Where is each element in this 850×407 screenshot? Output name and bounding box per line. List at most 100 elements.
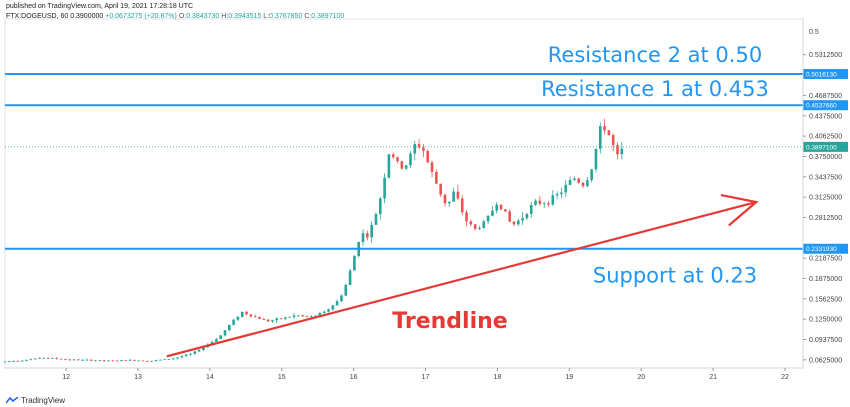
candle-body [184,354,188,357]
candle-body [581,182,585,187]
candle-body [29,359,33,361]
candle-body [245,311,248,315]
candle-body [46,357,50,359]
candle-body [374,214,378,225]
x-tick-label: 17 [422,374,430,381]
y-tick-label: 0.2187500 [809,256,842,263]
x-tick-label: 22 [781,374,789,381]
candle-body [81,359,84,361]
candle-body [292,315,296,317]
candle-body [383,177,386,199]
candle-body [167,358,171,360]
trendline-group [166,193,759,358]
candle-body [42,357,46,359]
trendline-arrowhead [720,193,759,227]
candle-body [102,360,106,362]
candle-body [370,224,373,238]
candle-body [163,359,166,360]
level-label: Resistance 1 at 0.453 [541,77,769,101]
candle-body [564,184,568,193]
candle-body [98,360,102,362]
y-tick-label-top: 0.5 [809,29,819,36]
y-tick-label: 0.4375000 [809,113,842,120]
y-tick-label: 0.5312500 [809,52,842,59]
candle-body [430,162,434,172]
candle-body [404,165,408,169]
candle-body [447,201,451,204]
close-label: C: [304,13,312,20]
brand-name: TradingView [21,396,66,405]
candle-body [305,315,309,317]
candle-body [486,215,490,222]
candle-body [85,359,89,361]
candle-body [499,204,503,210]
candle-body [586,180,589,187]
y-tick-label: 0.2812500 [809,215,842,222]
candle-body [611,135,615,146]
candle-body [215,339,218,342]
candle-body [322,311,326,314]
candle-body [266,319,270,322]
candle-body [534,200,537,205]
candle-body [189,353,192,355]
level-label: Resistance 2 at 0.50 [548,43,762,67]
low-label: L: [263,13,270,20]
candle-body [314,315,317,317]
candle-body [538,200,542,204]
candle-body [68,359,72,361]
candle-body [469,221,473,225]
x-tick-label: 18 [494,374,502,381]
candle-body [309,316,313,318]
candle-body [16,360,20,362]
candle-body [297,315,300,317]
level-badge [803,69,848,80]
footer-brand[interactable]: TradingView [5,396,66,405]
candle-body [568,180,572,185]
candle-body [504,209,507,212]
level-badge [803,100,848,111]
candle-body [387,154,391,178]
candle-body [478,227,481,229]
candle-body [551,195,555,205]
y-tick-label: 0.3125000 [809,195,842,202]
candle-body [391,154,395,158]
y-tick-label: 0.4062500 [809,134,842,141]
candle-body [107,360,110,362]
candle-body [94,360,97,362]
candle-body [443,194,447,204]
candle-body [607,130,611,136]
candle-body [473,224,477,229]
candle-body [439,183,442,195]
candle-body [331,305,335,310]
candle-body [460,198,464,213]
candle-body [465,212,468,222]
candle-body [452,191,455,202]
candle-body [396,157,399,162]
candle-body [517,220,520,225]
candle-body [158,359,162,361]
candle-body [228,324,231,331]
y-tick-label: 0.3750000 [809,154,842,161]
candlestick-series [3,118,624,363]
candle-body [426,151,430,163]
candle-body [361,233,365,242]
y-tick-label: 0.4687500 [809,93,842,100]
candle-body [77,359,80,361]
symbol-label[interactable]: FTX:DOGEUSD, 60 [6,13,69,20]
time-axis[interactable]: 12 13 14 15 16 17 18 19 20 21 22 [5,367,803,381]
open-value: 0.3843730 [186,13,220,20]
candle-body [176,357,179,359]
x-tick-label: 14 [206,374,214,381]
candle-body [508,211,511,222]
candle-body [555,194,559,196]
price-axis[interactable]: 0.5312500 0.4687500 0.4375000 0.4062500 0.37… [802,18,842,368]
high-label: H: [221,13,229,20]
candle-body [240,311,244,317]
y-tick-label: 0.0937500 [809,337,842,344]
candle-body [491,210,494,216]
chart-header: published on TradingView.com, April 19, … [6,2,344,22]
price-change: +0.0673275 (+20.87%) [105,13,177,20]
candle-body [335,301,339,306]
candle-body [275,318,279,321]
